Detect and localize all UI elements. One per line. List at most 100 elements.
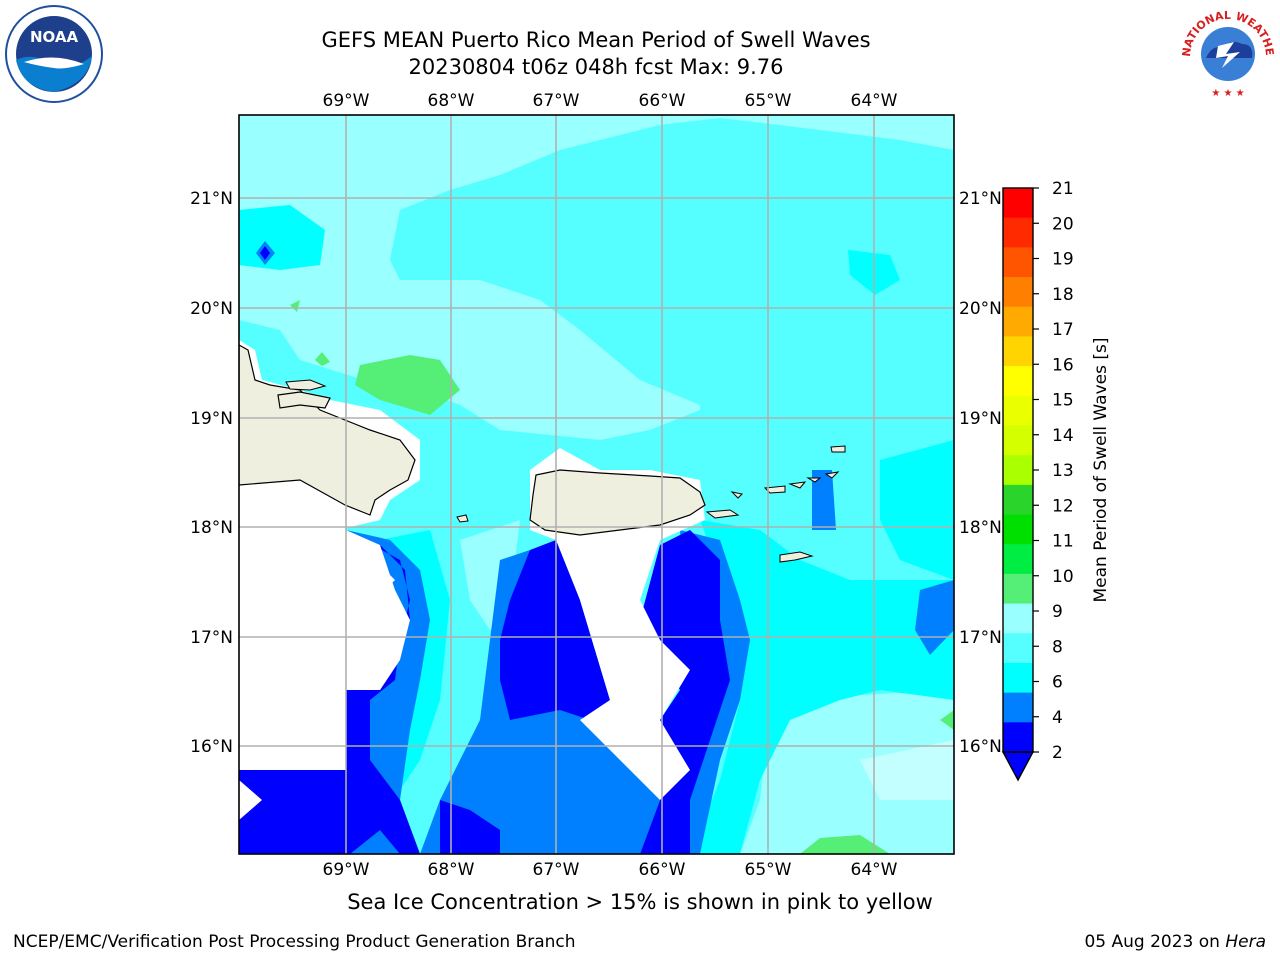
colorbar-swatch bbox=[1003, 247, 1033, 278]
colorbar-tick-label: 2 bbox=[1052, 743, 1063, 763]
contour-under-2s-mid bbox=[500, 540, 610, 720]
colorbar-tick-label: 8 bbox=[1052, 637, 1063, 657]
hispaniola-peninsula bbox=[277, 391, 331, 409]
lat-label: 21°N bbox=[959, 189, 1002, 209]
colorbar-tick-label: 17 bbox=[1052, 320, 1074, 340]
colorbar-swatch bbox=[1003, 662, 1033, 694]
lat-label: 20°N bbox=[190, 299, 233, 319]
contour-2-4s-vi bbox=[812, 470, 836, 530]
lat-label: 20°N bbox=[959, 299, 1002, 319]
colorbar-ticks: 21 20 19 18 17 16 15 14 13 12 11 10 9 8 6 4 2 bbox=[1033, 179, 1074, 763]
nws-logo: NATIONAL WEATHER SERVICE ★ ★ ★ bbox=[1178, 2, 1276, 99]
colorbar-tick-label: 11 bbox=[1052, 532, 1074, 552]
colorbar-swatch bbox=[1003, 425, 1033, 456]
colorbar-swatch bbox=[1003, 306, 1033, 337]
lat-label: 18°N bbox=[190, 518, 233, 538]
swell-period-contours bbox=[239, 115, 954, 854]
colorbar-tick-label: 18 bbox=[1052, 285, 1074, 305]
colorbar-tick-label: 6 bbox=[1052, 673, 1063, 693]
lon-label: 65°W bbox=[745, 860, 792, 880]
contour-8-9s-south bbox=[740, 690, 954, 854]
contour-light-sw bbox=[860, 740, 954, 800]
contour-under-2s-spot bbox=[260, 246, 270, 260]
colorbar-swatch bbox=[1003, 573, 1033, 605]
colorbar-swatch bbox=[1003, 544, 1033, 575]
colorbar-swatch bbox=[1003, 188, 1033, 219]
hispaniola-land bbox=[239, 344, 416, 516]
lon-label: 69°W bbox=[323, 860, 370, 880]
colorbar-tick-label: 20 bbox=[1052, 214, 1074, 234]
lat-label: 21°N bbox=[190, 189, 233, 209]
lat-label: 17°N bbox=[190, 628, 233, 648]
colorbar-tick-label: 14 bbox=[1052, 426, 1074, 446]
colorbar-tick-label: 21 bbox=[1052, 179, 1074, 199]
footer-date-text: 05 Aug 2023 on bbox=[1084, 932, 1226, 952]
contour-9-10s-edge bbox=[940, 710, 954, 730]
colorbar-swatch bbox=[1003, 217, 1033, 248]
colorbar-swatch bbox=[1003, 366, 1033, 397]
contour-under-2s-west bbox=[239, 530, 420, 854]
lat-label: 18°N bbox=[959, 518, 1002, 538]
footer-host: Hera bbox=[1225, 932, 1266, 952]
lon-label: 65°W bbox=[745, 91, 792, 111]
lat-labels-right: 21°N 20°N 19°N 18°N 17°N 16°N bbox=[959, 189, 1002, 757]
lat-label: 19°N bbox=[190, 409, 233, 429]
map-gridlines bbox=[239, 115, 954, 854]
colorbar-extend-arrow bbox=[1001, 751, 1035, 782]
contour-9-10s-south bbox=[800, 835, 890, 854]
noaa-logo: NOAA bbox=[5, 5, 103, 103]
contour-4-6s-east bbox=[690, 520, 954, 854]
masked-pocket bbox=[346, 555, 395, 605]
virgin-islands bbox=[730, 445, 846, 563]
footer-credit: NCEP/EMC/Verification Post Processing Pr… bbox=[13, 932, 576, 952]
colorbar-tick-label: 15 bbox=[1052, 391, 1074, 411]
lon-label: 66°W bbox=[639, 860, 686, 880]
svg-text:★ ★ ★: ★ ★ ★ bbox=[1211, 88, 1244, 99]
lon-labels-bottom: 69°W 68°W 67°W 66°W 65°W 64°W bbox=[323, 860, 898, 880]
colorbar-swatch bbox=[1003, 722, 1033, 753]
colorbar: 21 20 19 18 17 16 15 14 13 12 11 10 9 8 6 4 2 Mean Perio… bbox=[1001, 179, 1111, 782]
lat-label: 17°N bbox=[959, 628, 1002, 648]
contour-under-2s-south bbox=[440, 800, 500, 854]
lon-labels-top: 69°W 68°W 67°W 66°W 65°W 64°W bbox=[323, 91, 898, 111]
colorbar-swatch bbox=[1003, 277, 1033, 308]
colorbar-tick-label: 12 bbox=[1052, 496, 1074, 516]
colorbar-tick-label: 10 bbox=[1052, 567, 1074, 587]
lat-label: 19°N bbox=[959, 409, 1002, 429]
footer-date: 05 Aug 2023 on Hera bbox=[1084, 932, 1266, 952]
mona-island bbox=[456, 514, 469, 523]
chart-title: GEFS MEAN Puerto Rico Mean Period of Swe… bbox=[321, 28, 871, 52]
lon-label: 66°W bbox=[639, 91, 686, 111]
contour-4-6s-east-b bbox=[880, 440, 954, 580]
lon-label: 69°W bbox=[323, 91, 370, 111]
lon-label: 68°W bbox=[428, 91, 475, 111]
lon-label: 68°W bbox=[428, 860, 475, 880]
colorbar-tick-label: 19 bbox=[1052, 250, 1074, 270]
lon-label: 67°W bbox=[533, 860, 580, 880]
colorbar-swatch bbox=[1003, 692, 1033, 723]
colorbar-swatch bbox=[1003, 633, 1033, 664]
contour-9-10s-small bbox=[315, 352, 330, 366]
lat-label: 16°N bbox=[190, 737, 233, 757]
sea-ice-note: Sea Ice Concentration > 15% is shown in … bbox=[347, 890, 933, 914]
lat-labels-left: 21°N 20°N 19°N 18°N 17°N 16°N bbox=[190, 189, 233, 757]
map-frame bbox=[238, 114, 955, 855]
colorbar-swatch bbox=[1003, 514, 1033, 545]
noaa-logo-text: NOAA bbox=[30, 28, 79, 46]
masked-area-sw bbox=[239, 500, 346, 770]
vieques-island bbox=[705, 509, 740, 519]
lon-label: 64°W bbox=[851, 860, 898, 880]
colorbar-label: Mean Period of Swell Waves [s] bbox=[1091, 338, 1111, 603]
colorbar-swatch bbox=[1003, 455, 1033, 486]
contour-9-10s-dot bbox=[290, 300, 300, 312]
lat-label: 16°N bbox=[959, 737, 1002, 757]
colorbar-tick-label: 16 bbox=[1052, 355, 1074, 375]
lon-label: 64°W bbox=[851, 91, 898, 111]
colorbar-tick-label: 4 bbox=[1052, 708, 1063, 728]
colorbar-swatch bbox=[1003, 395, 1033, 426]
masked-corner bbox=[239, 780, 262, 820]
colorbar-tick-label: 13 bbox=[1052, 461, 1074, 481]
colorbar-swatch bbox=[1003, 484, 1033, 516]
lon-label: 67°W bbox=[533, 91, 580, 111]
